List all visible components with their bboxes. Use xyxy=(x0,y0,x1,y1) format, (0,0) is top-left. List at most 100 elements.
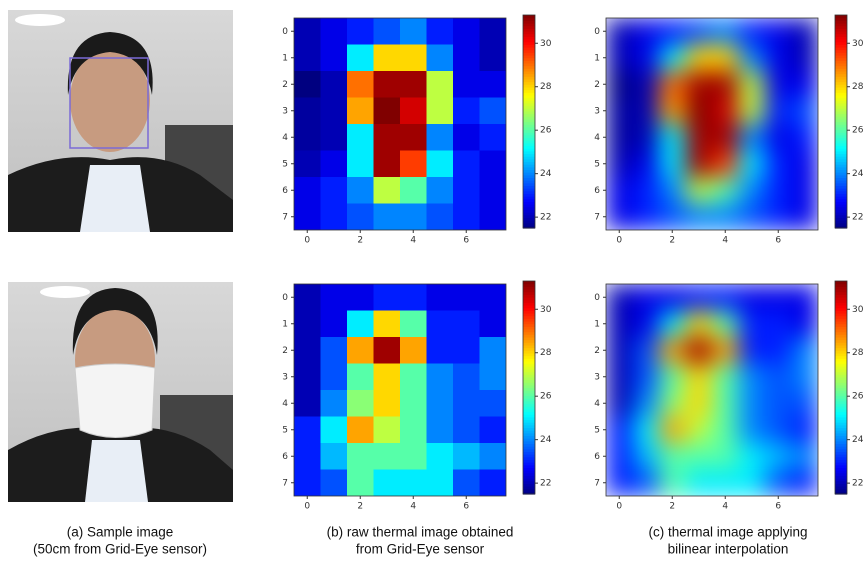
cell xyxy=(659,470,686,497)
colorbar-tick-label: 26 xyxy=(540,126,552,136)
cell xyxy=(400,390,427,417)
cell xyxy=(480,364,507,391)
cell xyxy=(686,177,713,204)
y-tick-label: 7 xyxy=(282,212,288,222)
cell xyxy=(321,18,348,45)
cell xyxy=(659,18,686,45)
y-tick-label: 4 xyxy=(594,399,600,409)
caption: from Grid-Eye sensor xyxy=(356,542,485,557)
cell xyxy=(480,98,507,125)
cell xyxy=(686,151,713,178)
cell xyxy=(739,417,766,444)
cell xyxy=(792,177,819,204)
colorbar: 2224262830 xyxy=(523,15,552,229)
cell xyxy=(659,443,686,470)
caption: (c) thermal image applying xyxy=(648,525,807,540)
cell xyxy=(400,364,427,391)
cell xyxy=(294,124,321,151)
cell xyxy=(347,284,374,311)
x-tick-label: 4 xyxy=(410,236,416,246)
cell xyxy=(480,390,507,417)
cell xyxy=(480,284,507,311)
cell xyxy=(321,177,348,204)
x-tick-label: 2 xyxy=(669,236,675,246)
cell xyxy=(659,45,686,72)
cell xyxy=(686,417,713,444)
cell xyxy=(765,390,792,417)
cell xyxy=(453,71,480,98)
cell xyxy=(374,443,401,470)
cell xyxy=(606,470,633,497)
cell xyxy=(792,45,819,72)
colorbar-tick-label: 24 xyxy=(852,169,864,179)
y-tick-label: 0 xyxy=(282,27,288,37)
cell xyxy=(294,284,321,311)
y-tick-label: 6 xyxy=(594,186,600,196)
cell xyxy=(712,204,739,231)
cell xyxy=(480,151,507,178)
cell xyxy=(712,443,739,470)
cell xyxy=(374,45,401,72)
cell xyxy=(712,390,739,417)
cell xyxy=(294,18,321,45)
cell xyxy=(765,98,792,125)
cell xyxy=(321,311,348,338)
cell xyxy=(686,470,713,497)
cell xyxy=(321,390,348,417)
x-tick-label: 4 xyxy=(410,502,416,512)
cell xyxy=(294,177,321,204)
cell xyxy=(765,18,792,45)
cell xyxy=(347,390,374,417)
cell xyxy=(321,98,348,125)
cell xyxy=(686,337,713,364)
colorbar-tick-label: 28 xyxy=(540,82,552,92)
cell xyxy=(633,18,660,45)
cell xyxy=(294,151,321,178)
cell xyxy=(606,151,633,178)
cell xyxy=(453,45,480,72)
y-tick-label: 6 xyxy=(282,452,288,462)
y-tick-label: 2 xyxy=(282,346,288,356)
cell xyxy=(453,470,480,497)
cell xyxy=(321,45,348,72)
y-tick-label: 4 xyxy=(282,133,288,143)
photo-top xyxy=(8,10,233,232)
cell xyxy=(427,284,454,311)
cell xyxy=(739,364,766,391)
cell xyxy=(606,71,633,98)
cell xyxy=(765,204,792,231)
cell xyxy=(739,124,766,151)
cell xyxy=(480,443,507,470)
y-tick-label: 2 xyxy=(594,346,600,356)
y-tick-label: 4 xyxy=(594,133,600,143)
interpolated-layer xyxy=(606,18,819,231)
cell xyxy=(792,124,819,151)
cell xyxy=(633,417,660,444)
y-tick-label: 5 xyxy=(282,425,288,435)
cell xyxy=(400,443,427,470)
cell xyxy=(347,364,374,391)
y-tick-label: 5 xyxy=(594,159,600,169)
cell xyxy=(606,443,633,470)
cell xyxy=(453,417,480,444)
cell xyxy=(374,124,401,151)
colorbar-tick-label: 24 xyxy=(852,435,864,445)
cell xyxy=(427,470,454,497)
cell xyxy=(606,311,633,338)
cell xyxy=(765,337,792,364)
cell xyxy=(633,124,660,151)
cell xyxy=(792,284,819,311)
cell xyxy=(347,151,374,178)
cell xyxy=(374,390,401,417)
cell xyxy=(374,177,401,204)
cells xyxy=(294,284,507,497)
x-tick-label: 6 xyxy=(463,236,469,246)
cell xyxy=(480,337,507,364)
cell xyxy=(294,390,321,417)
colorbar: 2224262830 xyxy=(523,281,552,495)
cell xyxy=(633,470,660,497)
cell xyxy=(321,470,348,497)
cell xyxy=(294,45,321,72)
